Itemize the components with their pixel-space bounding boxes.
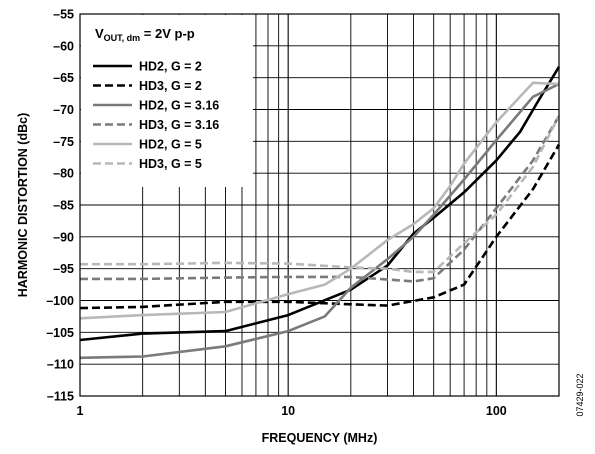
legend-label-hd2-g-3-16: HD2, G = 3.16 xyxy=(139,99,219,113)
y-tick-label: –105 xyxy=(46,326,74,340)
legend: VOUT, dm = 2V p-p HD2, G = 2 HD3, G = 2 HD… xyxy=(93,26,219,171)
series-line-hd2-g-5 xyxy=(79,81,560,320)
annotation-vout: VOUT, dm = 2V p-p xyxy=(95,26,195,43)
tick-labels: –55 –60 –65 –70 –75 –80 –85 –90 –95 –100 –105 –110 –… xyxy=(46,8,507,419)
legend-label-hd3-g-5: HD3, G = 5 xyxy=(139,157,202,171)
legend-label-hd2-g-2: HD2, G = 2 xyxy=(139,60,202,74)
figure-id: 07429-022 xyxy=(575,373,585,416)
y-tick-label: –115 xyxy=(47,390,74,404)
series-line-hd3-g-3-16 xyxy=(80,115,561,283)
y-axis-title: HARMONIC DISTORTION (dBc) xyxy=(16,113,30,298)
y-tick-label: –95 xyxy=(53,262,74,276)
legend-label-hd3-g-3-16: HD3, G = 3.16 xyxy=(139,118,219,132)
y-tick-label: –90 xyxy=(53,230,74,244)
legend-label-hd3-g-2: HD3, G = 2 xyxy=(139,79,202,93)
series-line-hd3-g-5 xyxy=(80,115,561,274)
y-tick-label: –70 xyxy=(53,103,74,117)
plot-frame xyxy=(79,13,560,397)
y-tick-label: –60 xyxy=(53,39,74,53)
y-tick-label: –65 xyxy=(53,71,74,85)
series-line-hd2-g-3-16 xyxy=(79,82,560,360)
series-lines xyxy=(79,66,561,360)
y-tick-label: –100 xyxy=(46,294,74,308)
y-tick-label: –80 xyxy=(53,167,74,181)
legend-background xyxy=(81,15,253,187)
y-tick-label: –85 xyxy=(53,199,74,213)
x-axis-title: FREQUENCY (MHz) xyxy=(262,431,378,445)
series-line-hd2-g-2 xyxy=(79,66,561,342)
x-tick-label: 10 xyxy=(281,404,295,418)
x-tick-label: 100 xyxy=(486,404,507,418)
x-tick-label: 1 xyxy=(77,404,84,418)
series-line-hd3-g-2 xyxy=(79,143,561,310)
y-tick-label: –55 xyxy=(53,8,74,22)
legend-label-hd2-g-5: HD2, G = 5 xyxy=(139,138,202,152)
y-tick-label: –75 xyxy=(53,135,74,149)
y-tick-label: –110 xyxy=(47,358,74,372)
